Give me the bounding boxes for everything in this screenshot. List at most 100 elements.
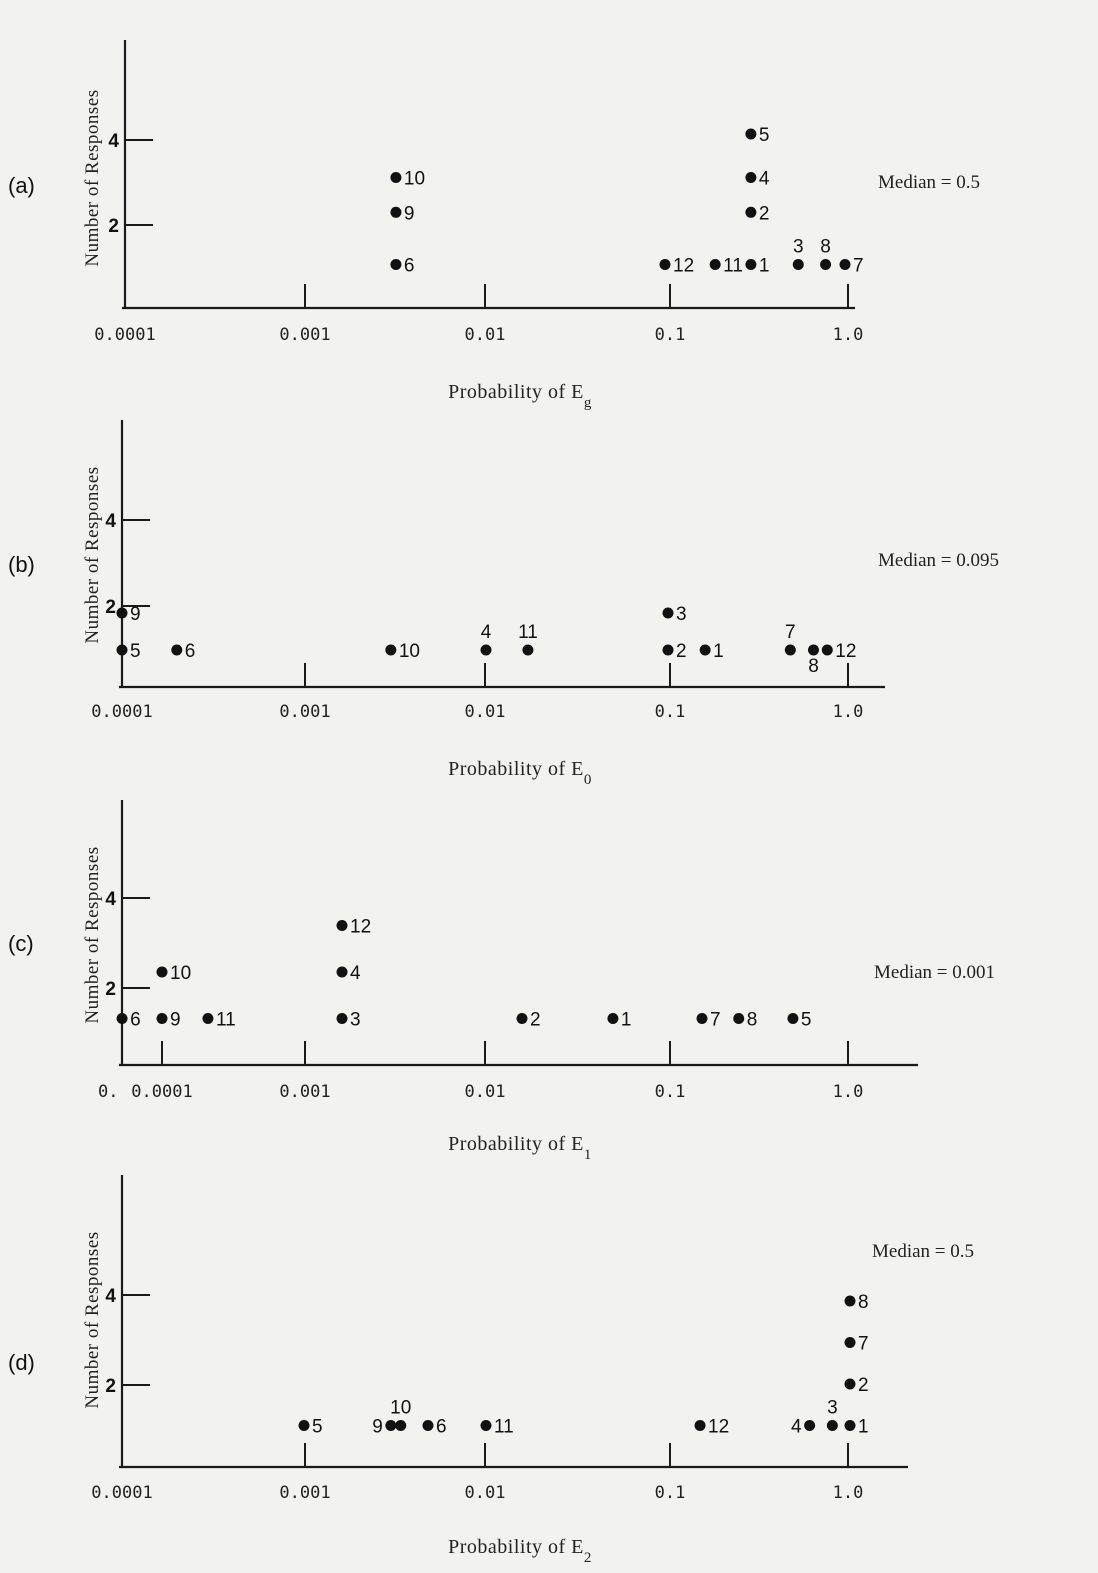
data-point: [171, 644, 183, 656]
data-point: [336, 920, 348, 931]
data-point: [784, 644, 796, 656]
y-tick-label: 4: [105, 1286, 116, 1307]
x-tick-label: 0.1: [655, 1483, 686, 1503]
y-tick-label: 2: [108, 216, 119, 237]
data-point: [659, 259, 671, 270]
data-point-label: 7: [710, 1010, 721, 1031]
data-point: [336, 1013, 348, 1024]
data-point-label: 6: [436, 1417, 447, 1438]
data-point-label: 11: [723, 256, 743, 277]
y-axis-label: Number of Responses: [82, 1231, 103, 1408]
y-axis-label: Number of Responses: [82, 846, 103, 1023]
x-axis-label-subscript: 2: [584, 1550, 592, 1566]
data-point: [821, 644, 833, 656]
x-axis-label: Probability of E2: [448, 1536, 592, 1566]
chart-panel: 2 4 0. 0.0001 0.001 0.01 0.1 1.0 Number of Respo…: [8, 800, 995, 1163]
data-point: [694, 1420, 706, 1431]
data-point-label: 12: [708, 1417, 729, 1438]
y-tick-label: 4: [108, 131, 119, 152]
x-tick-label: 0.0001: [91, 702, 152, 722]
y-tick-label: 2: [105, 979, 116, 1000]
data-point-label: 1: [759, 256, 770, 277]
data-point: [745, 206, 757, 218]
chart-panel: 2 4 0.0001 0.001 0.01 0.1 1.0 Number of Respons…: [8, 1175, 974, 1566]
y-axis-label: Number of Responses: [82, 466, 103, 643]
data-point: [480, 1420, 492, 1431]
data-point-label: 2: [759, 203, 770, 224]
data-point-label: 1: [713, 641, 724, 662]
median-annotation: Median = 0.5: [872, 1241, 974, 1262]
data-point: [116, 607, 128, 619]
data-point-label: 8: [858, 1292, 869, 1313]
data-point-label: 12: [350, 917, 371, 938]
data-point: [395, 1420, 407, 1431]
data-point: [385, 1420, 397, 1431]
data-point-label: 6: [130, 1010, 141, 1031]
data-point: [792, 259, 804, 270]
data-point: [662, 607, 674, 619]
x-tick-label: 0.01: [465, 702, 506, 722]
data-point: [844, 1420, 856, 1431]
panel-label: (d): [8, 1350, 35, 1375]
x-axis-label-subscript: 0: [584, 772, 592, 788]
data-point: [156, 1013, 168, 1024]
data-point-label: 6: [185, 641, 196, 662]
x-axis-label-subscript: g: [584, 395, 592, 411]
data-point: [787, 1013, 799, 1024]
x-tick-label: 1.0: [833, 702, 864, 722]
data-point-label: 10: [404, 169, 425, 190]
data-point-label: 7: [858, 1334, 869, 1355]
data-point-label: 8: [747, 1010, 758, 1031]
x-tick-label: 0.1: [655, 702, 686, 722]
data-point-label: 7: [785, 622, 796, 643]
data-point-label: 3: [793, 237, 804, 258]
x-tick-label: 0.001: [279, 702, 330, 722]
data-point: [662, 644, 674, 656]
data-point-label: 5: [759, 125, 770, 146]
data-point: [480, 644, 492, 656]
x-axis-label-text: Probability of E: [448, 1536, 584, 1558]
y-tick-label: 2: [105, 597, 116, 618]
x-tick-label: 0.01: [465, 1082, 506, 1102]
x-tick-label: 0.01: [465, 325, 506, 345]
data-point: [696, 1013, 708, 1024]
x-tick-label: 0.001: [279, 325, 330, 345]
x-tick-label: 0.1: [655, 1082, 686, 1102]
data-point: [820, 259, 832, 270]
data-point-label: 9: [130, 604, 141, 625]
x-tick-label: 0.001: [279, 1082, 330, 1102]
data-point: [516, 1013, 528, 1024]
x-axis-label-subscript: 1: [584, 1147, 592, 1163]
x-tick-label: 0.0001: [131, 1082, 192, 1102]
data-point-label: 2: [530, 1010, 541, 1031]
data-point-label: 3: [350, 1010, 361, 1031]
x-axis-label-text: Probability of E: [448, 381, 584, 403]
data-point-label: 4: [791, 1417, 802, 1438]
data-point-label: 4: [350, 963, 361, 984]
y-tick-label: 4: [105, 511, 116, 532]
data-point-label: 3: [827, 1398, 838, 1419]
data-point: [733, 1013, 745, 1024]
data-point-label: 11: [216, 1010, 236, 1031]
y-tick-label: 2: [105, 1376, 116, 1397]
data-point: [826, 1420, 838, 1431]
data-point: [116, 1013, 128, 1024]
panel-label: (a): [8, 173, 35, 198]
panel-label: (b): [8, 552, 35, 577]
data-point-label: 4: [481, 622, 492, 643]
data-point: [202, 1013, 214, 1024]
chart-panel: 2 4 0.0001 0.001 0.01 0.1 1.0 Number of Respons…: [8, 40, 980, 411]
data-point-label: 7: [853, 256, 864, 277]
data-point-label: 5: [801, 1010, 812, 1031]
data-point-label: 11: [518, 622, 538, 643]
data-point-label: 11: [494, 1417, 514, 1438]
data-point: [390, 172, 402, 183]
data-point-label: 3: [676, 604, 687, 625]
data-point: [844, 1378, 856, 1390]
data-point: [804, 1420, 816, 1431]
data-point: [807, 644, 819, 656]
data-point-label: 9: [404, 203, 415, 224]
x-axis-label: Probability of Eg: [448, 381, 592, 411]
data-point: [839, 259, 851, 270]
x-axis-label: Probability of E0: [448, 758, 592, 788]
